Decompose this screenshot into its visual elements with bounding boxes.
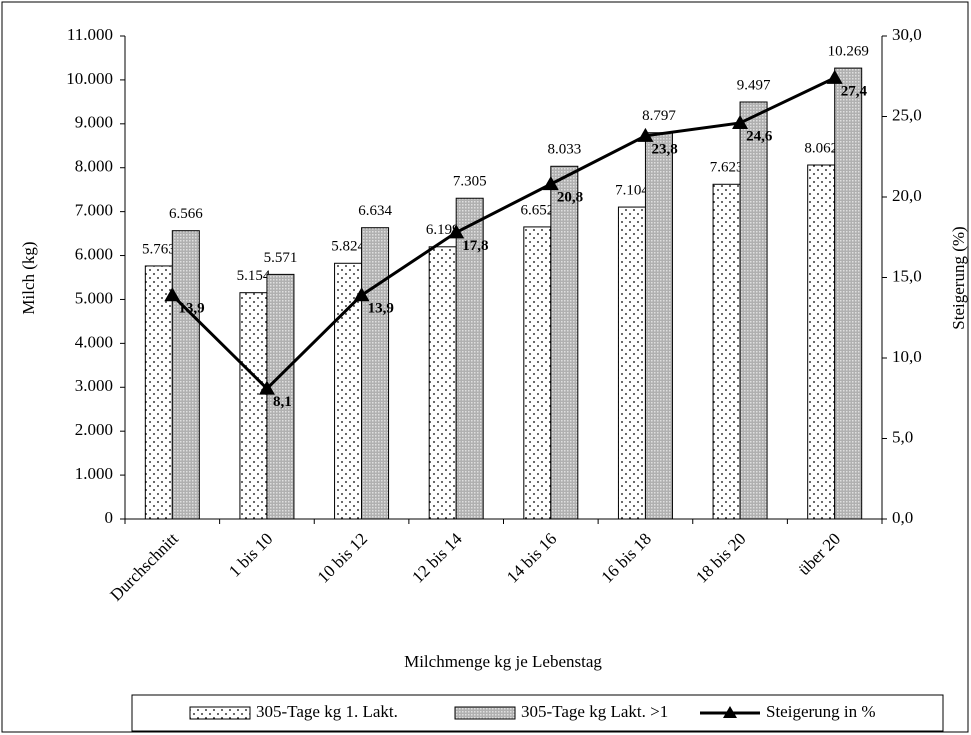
bar [171, 230, 200, 520]
bar [807, 164, 836, 520]
line-value-label: 23,8 [651, 141, 677, 157]
y2-tick-label: 15,0 [892, 266, 922, 285]
bar-value-label: 5.763 [142, 241, 176, 257]
line-marker [258, 380, 275, 395]
bar-value-label: 7.623 [710, 160, 744, 176]
legend-box [131, 694, 944, 732]
line-value-label: 13,9 [178, 301, 204, 317]
y2-tick-label: 20,0 [892, 186, 922, 205]
bar [617, 206, 646, 520]
bar [334, 262, 363, 520]
bar-value-label: 7.104 [615, 183, 649, 199]
bar-value-label: 8.033 [547, 142, 581, 158]
bar-value-label: 8.797 [642, 108, 676, 124]
line-marker [637, 127, 654, 142]
y2-tick-label: 0,0 [892, 508, 913, 527]
y-tick-label: 2.000 [75, 420, 113, 439]
bar-value-label: 5.824 [331, 239, 365, 255]
bar-value-label: 10.269 [828, 44, 869, 60]
line-marker [164, 287, 181, 302]
bar-value-label: 5.154 [237, 268, 271, 284]
y-tick-label: 9.000 [75, 113, 113, 132]
y-tick-label: 3.000 [75, 376, 113, 395]
y-tick-label: 0 [105, 508, 114, 527]
legend-marker [723, 706, 737, 718]
line-marker [353, 287, 370, 302]
y-tick-label: 11.000 [67, 25, 113, 44]
y2-tick-label: 30,0 [892, 25, 922, 44]
bar [239, 292, 268, 520]
y-tick-label: 10.000 [66, 69, 113, 88]
bar [739, 101, 768, 520]
bar-value-label: 6.652 [520, 202, 554, 218]
line-marker [826, 69, 843, 84]
y-tick-label: 8.000 [75, 157, 113, 176]
line-value-label: 20,8 [557, 190, 583, 206]
legend-swatch [454, 706, 516, 720]
line-marker [542, 176, 559, 191]
bar [523, 226, 552, 520]
y2-tick-label: 25,0 [892, 105, 922, 124]
bar [455, 197, 484, 520]
bar-value-label: 7.305 [453, 174, 487, 190]
legend-label: 305-Tage kg 1. Lakt. [256, 702, 398, 721]
y-tick-label: 4.000 [75, 332, 113, 351]
line-value-label: 24,6 [746, 128, 773, 144]
line-value-label: 17,8 [462, 238, 488, 254]
legend-swatch [189, 706, 251, 720]
bar [144, 265, 173, 520]
line [171, 76, 836, 391]
y2-tick-label: 5,0 [892, 427, 913, 446]
bar-value-label: 6.634 [358, 203, 392, 219]
y-axis-title: Milch (kg) [19, 241, 38, 314]
legend-label: Steigerung in % [766, 702, 876, 721]
line-marker [732, 114, 749, 129]
line-value-label: 13,9 [368, 301, 394, 317]
y-tick-label: 1.000 [75, 464, 113, 483]
bar [428, 246, 457, 520]
bar [266, 273, 295, 520]
bar-value-label: 8.062 [804, 140, 838, 156]
y2-tick-label: 10,0 [892, 347, 922, 366]
y2-axis-title: Steigerung (%) [949, 226, 968, 329]
y-tick-label: 6.000 [75, 244, 113, 263]
bar [834, 67, 863, 520]
y-tick-label: 7.000 [75, 201, 113, 220]
y-tick-label: 5.000 [75, 288, 113, 307]
bar [361, 227, 390, 520]
bar [712, 183, 741, 520]
line-value-label: 27,4 [841, 83, 868, 99]
bar-value-label: 9.497 [737, 77, 771, 93]
bar-value-label: 6.566 [169, 206, 203, 222]
bar [550, 165, 579, 520]
legend-label: 305-Tage kg Lakt. >1 [521, 702, 668, 721]
line-marker [448, 224, 465, 239]
x-axis-title: Milchmenge kg je Lebenstag [404, 652, 602, 671]
line-value-label: 8,1 [273, 394, 292, 410]
bar-value-label: 5.571 [264, 250, 298, 266]
bar [644, 132, 673, 520]
